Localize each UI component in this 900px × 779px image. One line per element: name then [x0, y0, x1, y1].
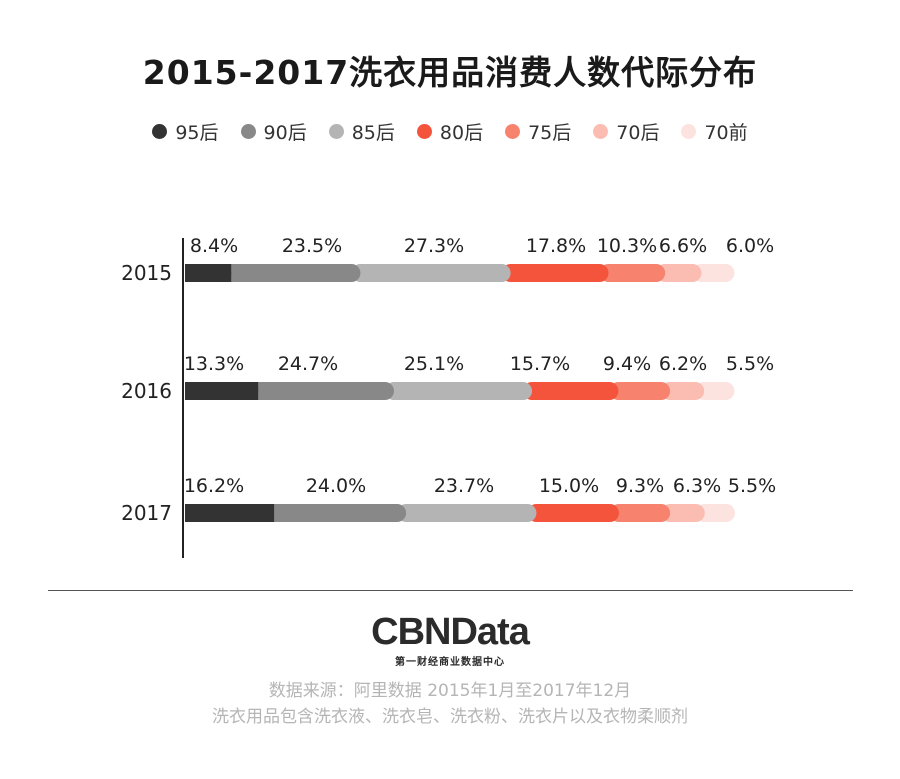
bar-segment	[185, 504, 275, 522]
data-label: 6.2%	[659, 353, 707, 375]
chart-title: 2015-2017洗衣用品消费人数代际分布	[142, 53, 758, 92]
cbndata-logo-subtitle: 第一财经商业数据中心	[395, 657, 505, 668]
bar-segment	[695, 504, 735, 522]
data-label: 25.1%	[404, 353, 464, 375]
legend-item: 70后	[593, 118, 659, 145]
bar-segment-cap	[256, 504, 275, 522]
legend-swatch	[240, 124, 256, 139]
data-label: 15.7%	[510, 353, 570, 375]
bar-segment	[385, 382, 533, 400]
cbndata-logo: CBNData	[371, 611, 530, 653]
y-tick-label: 2016	[121, 379, 172, 403]
data-label: 10.3%	[597, 235, 657, 257]
data-source-note: 数据来源：阿里数据 2015年1月至2017年12月 洗衣用品包含洗衣液、洗衣皂…	[0, 678, 900, 730]
bar-segment	[501, 264, 609, 282]
legend-item: 90后	[240, 118, 307, 145]
bar-segment	[609, 382, 671, 400]
legend-label: 80后	[439, 122, 484, 144]
bar-segment	[695, 382, 735, 400]
data-label: 6.0%	[726, 235, 774, 257]
y-tick-label: 2017	[121, 501, 172, 525]
data-label: 9.4%	[603, 353, 651, 375]
data-label: 5.5%	[728, 475, 776, 497]
footer-divider	[48, 590, 853, 591]
bar-segment	[265, 504, 407, 522]
bar-segment	[609, 504, 671, 522]
source-line-2: 洗衣用品包含洗衣液、洗衣皂、洗衣粉、洗衣片以及衣物柔顺剂	[212, 707, 688, 727]
legend-label: 85后	[351, 122, 395, 144]
bar-segment	[599, 264, 666, 282]
bar-segment	[249, 382, 394, 400]
bar-segment	[523, 382, 619, 400]
bar-segment	[527, 504, 619, 522]
data-label: 15.0%	[539, 475, 599, 497]
bar-segment	[185, 382, 259, 400]
data-label: 24.7%	[278, 353, 338, 375]
data-label: 6.6%	[659, 235, 707, 257]
data-label: 9.3%	[616, 475, 664, 497]
bar-segment	[661, 504, 705, 522]
data-label: 8.4%	[190, 235, 238, 257]
legend-swatch	[416, 124, 432, 139]
legend-swatch	[328, 124, 344, 139]
data-label: 23.7%	[434, 475, 494, 497]
y-tick-label: 2015	[121, 261, 172, 285]
source-line-1: 数据来源：阿里数据 2015年1月至2017年12月	[268, 681, 632, 701]
legend-item: 75后	[505, 118, 571, 145]
bar-segment	[397, 504, 537, 522]
chart-legend: 95后 90后 85后 80后 75后 70后 70前	[0, 118, 900, 145]
data-label: 27.3%	[404, 235, 464, 257]
legend-swatch	[593, 124, 609, 139]
data-label: 16.2%	[184, 475, 244, 497]
legend-swatch	[681, 124, 697, 139]
legend-label: 75后	[528, 122, 572, 144]
bar-segment	[661, 382, 705, 400]
bar-segment-cap	[240, 382, 259, 400]
stacked-bar-chart: 2015 8.4% 23.5% 27.3% 17.8% 10.3% 6.6% 6.0% 2016…	[121, 235, 776, 558]
legend-item: 95后	[152, 118, 219, 145]
legend-label: 90后	[263, 122, 307, 144]
legend-swatch	[505, 124, 521, 139]
data-label: 17.8%	[526, 235, 586, 257]
bar-segment-cap	[213, 264, 232, 282]
legend-swatch	[152, 124, 168, 139]
legend-label: 95后	[175, 122, 219, 144]
bar-segment	[656, 264, 702, 282]
legend-item: 70前	[681, 118, 748, 145]
bar-segment	[222, 264, 361, 282]
legend-label: 70前	[704, 122, 748, 144]
data-label: 23.5%	[282, 235, 342, 257]
legend-item: 80后	[416, 118, 484, 145]
legend-item: 85后	[328, 118, 395, 145]
data-label: 24.0%	[306, 475, 366, 497]
legend-label: 70后	[616, 122, 660, 144]
data-label: 5.5%	[726, 353, 774, 375]
bar-segment	[351, 264, 511, 282]
bar-segment	[692, 264, 735, 282]
data-label: 6.3%	[673, 475, 721, 497]
data-label: 13.3%	[184, 353, 244, 375]
